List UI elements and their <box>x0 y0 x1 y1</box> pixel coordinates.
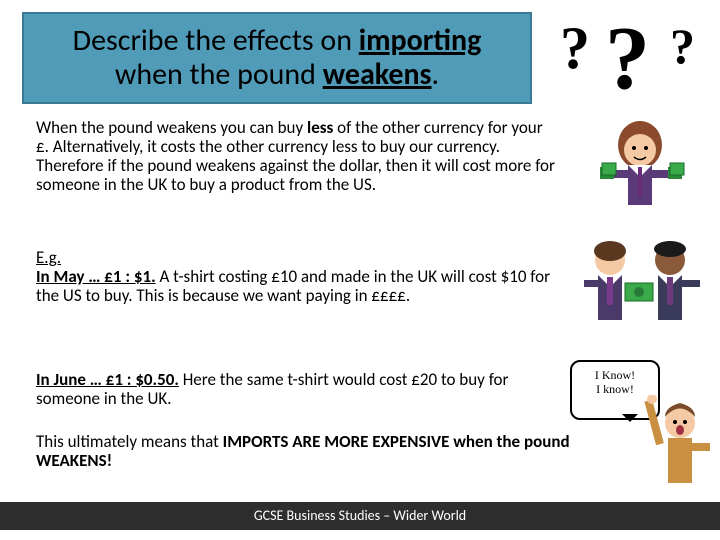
paragraph-4: This ultimately means that IMPORTS ARE M… <box>36 432 576 470</box>
paragraph-3: In June … £1 : $0.50. Here the same t-sh… <box>36 370 556 408</box>
bubble-line2: I know! <box>596 382 634 396</box>
p1-t1: When the pound weakens you can buy <box>36 117 307 138</box>
title-line2-pre: when the pound <box>115 56 323 93</box>
title-weakens: weakens <box>323 56 432 93</box>
bubble-line1: I Know! <box>595 368 635 382</box>
p3-june-label: In June … £1 : $0.50. <box>36 369 179 390</box>
two-people-illustration <box>570 235 710 345</box>
p2-may-label: In May … £1 : $1. <box>36 266 156 287</box>
p1-bold-less: less <box>307 117 333 138</box>
slide-title: Describe the effects on importing when t… <box>73 24 482 93</box>
footer-bar: GCSE Business Studies – Wider World <box>0 502 720 530</box>
paragraph-2: E.g. In May … £1 : $1. A t-shirt costing… <box>36 248 556 305</box>
footer-text: GCSE Business Studies – Wider World <box>254 507 466 524</box>
raised-hand-person-illustration <box>640 395 720 505</box>
girl-money-illustration <box>570 115 710 225</box>
p4-t1: This ultimately means that <box>36 431 223 452</box>
title-line1-pre: Describe the effects on <box>73 22 359 59</box>
p1-t3: Therefore if the pound weakens against t… <box>36 155 555 195</box>
svg-text:?: ? <box>670 18 695 74</box>
title-line2-post: . <box>432 56 440 93</box>
paragraph-1: When the pound weakens you can buy less … <box>36 118 556 194</box>
p2-eg: E.g. <box>36 247 61 268</box>
title-box: Describe the effects on importing when t… <box>22 12 532 104</box>
title-importing: importing <box>359 22 482 59</box>
svg-text:?: ? <box>560 15 590 81</box>
svg-text:?: ? <box>605 9 650 108</box>
question-marks-icon: ? ? ? <box>550 8 710 108</box>
